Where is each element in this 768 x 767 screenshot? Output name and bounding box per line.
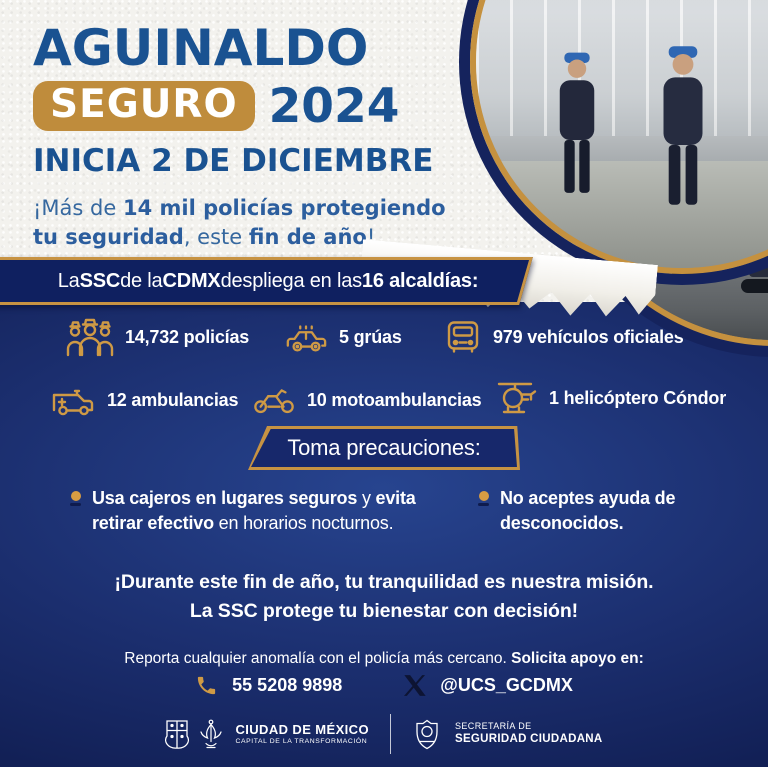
footer-logos: CIUDAD DE MÉXICO CAPITAL DE LA TRANSFORM… xyxy=(0,714,768,754)
ssc-badge-logo xyxy=(416,719,438,749)
precautions-heading: Toma precauciones: xyxy=(251,429,517,467)
tow-truck-icon xyxy=(286,325,327,352)
moto-ambulance-icon xyxy=(254,389,294,414)
contact-row: 55 5208 9898 @UCS_GCDMX xyxy=(0,674,768,697)
stat-policias: 14,732 policías xyxy=(66,316,249,358)
police-group-icon xyxy=(66,318,114,357)
bullet-icon xyxy=(70,491,81,536)
main-section: 14,732 policías 5 grúas 979 vehículos of… xyxy=(0,302,768,767)
police-officer-figure xyxy=(657,41,709,210)
police-patrol-photo xyxy=(470,0,768,274)
phone-icon xyxy=(198,676,216,695)
ambulance-icon xyxy=(52,389,94,416)
page-title: AGUINALDO xyxy=(33,19,369,77)
precaution-tip-desconocidos: No aceptes ayuda de desconocidos. xyxy=(478,486,718,536)
mission-line1: ¡Durante este fin de año, tu tranquilida… xyxy=(114,571,654,593)
bullet-icon xyxy=(478,491,489,536)
stat-ambulancias: 12 ambulancias xyxy=(50,382,238,418)
report-instruction: Reporta cualquier anomalía con el policí… xyxy=(124,650,644,667)
stat-gruas: 5 grúas xyxy=(284,320,402,354)
stat-label: 10 motoambulancias xyxy=(307,389,482,410)
stat-label: 12 ambulancias xyxy=(107,389,239,410)
mission-statement: ¡Durante este fin de año, tu tranquilida… xyxy=(0,568,768,627)
year-label: 2024 xyxy=(268,78,400,134)
official-vehicle-icon xyxy=(447,321,479,353)
stat-helicoptero: 1 helicóptero Cóndor xyxy=(492,378,726,418)
precautions-heading-banner: Toma precauciones: xyxy=(248,426,520,470)
helicopter-icon xyxy=(497,382,537,414)
stat-label: 1 helicóptero Cóndor xyxy=(549,387,727,408)
ssc-wordmark: SECRETARÍA DE SEGURIDAD CIUDADANA xyxy=(455,721,603,747)
precaution-tip-cajeros: Usa cajeros en lugares seguros y evita r… xyxy=(70,486,448,536)
mission-line2: La SSC protege tu bienestar con decisión… xyxy=(189,600,579,623)
x-contact: @UCS_GCDMX xyxy=(404,675,573,696)
cdmx-wordmark: CIUDAD DE MÉXICO CAPITAL DE LA TRANSFORM… xyxy=(235,721,369,746)
ssc-line1: SECRETARÍA DE xyxy=(454,721,532,732)
eagle-emblem-logo xyxy=(200,719,223,748)
ssc-line2: SEGURIDAD CIUDADANA xyxy=(454,733,603,746)
phone-number: 55 5208 9898 xyxy=(232,675,343,695)
stat-motoambulancias: 10 motoambulancias xyxy=(252,384,482,416)
police-officer-figure xyxy=(554,48,600,198)
cdmx-title: CIUDAD DE MÉXICO xyxy=(235,721,369,737)
cdmx-subtitle: CAPITAL DE LA TRANSFORMACIÓN xyxy=(235,737,368,745)
footer-divider xyxy=(389,714,391,754)
stat-label: 14,732 policías xyxy=(125,326,250,347)
mall-storefront xyxy=(476,0,768,137)
start-date: INICIA 2 DE DICIEMBRE xyxy=(33,142,434,179)
mall-floor xyxy=(476,160,768,268)
cdmx-shield-logo xyxy=(165,719,190,749)
x-handle: @UCS_GCDMX xyxy=(440,675,573,695)
header: AGUINALDO SEGURO 2024 INICIA 2 DE DICIEM… xyxy=(33,22,493,253)
tip-text: Usa cajeros en lugares seguros y evita r… xyxy=(92,488,416,534)
phone-contact: 55 5208 9898 xyxy=(195,674,342,697)
deployment-banner: La SSC de la CDMX despliega en las 16 al… xyxy=(0,257,533,305)
seguro-badge: SEGURO xyxy=(33,81,255,131)
x-logo-icon xyxy=(404,675,426,696)
intro-text: ¡Más de 14 mil policías protegiendo tu se… xyxy=(33,195,446,250)
deployment-banner-text: La SSC de la CDMX despliega en las 16 al… xyxy=(57,269,479,292)
tip-text: No aceptes ayuda de desconocidos. xyxy=(500,488,676,534)
stat-label: 5 grúas xyxy=(339,326,402,347)
